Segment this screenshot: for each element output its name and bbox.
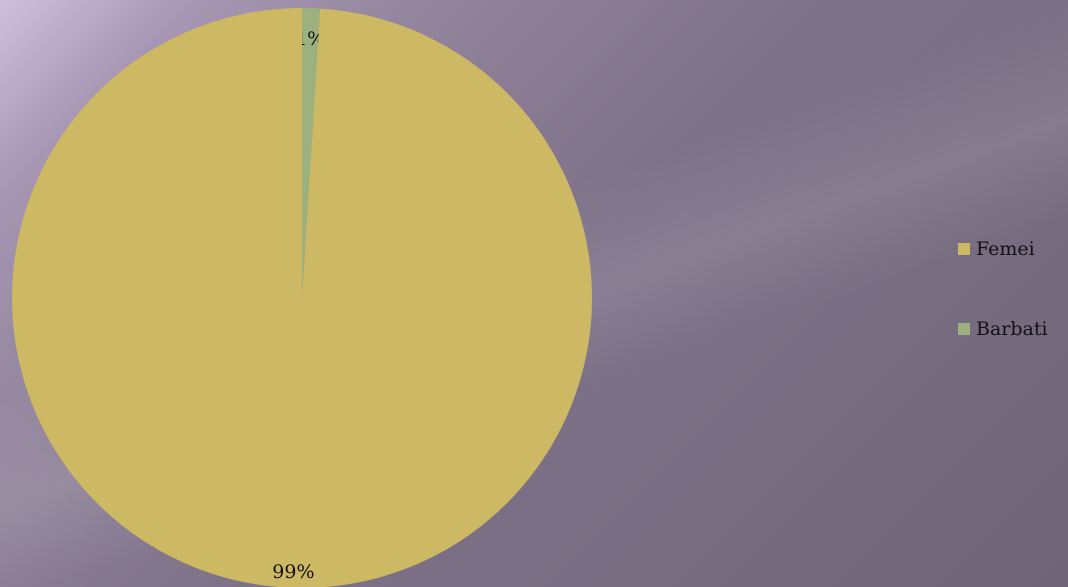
- legend-item-femei[interactable]: Femei: [958, 236, 1048, 262]
- pie-slice-femei[interactable]: [12, 8, 592, 587]
- legend-label-femei: Femei: [976, 238, 1035, 260]
- legend-item-barbati[interactable]: Barbati: [958, 316, 1048, 342]
- legend-swatch-barbati: [958, 323, 970, 335]
- legend-swatch-femei: [958, 243, 970, 255]
- data-label-barbati: 1%: [295, 28, 325, 50]
- legend-label-barbati: Barbati: [976, 318, 1048, 340]
- data-label-femei: 99%: [272, 561, 314, 583]
- pie-slice-barbati[interactable]: [302, 8, 321, 298]
- chart-legend: Femei Barbati: [958, 236, 1048, 396]
